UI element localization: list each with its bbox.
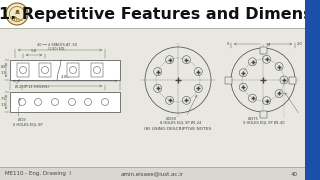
Text: 4.00: 4.00 [60,75,69,79]
Text: .50: .50 [31,48,37,53]
Bar [91,63,103,77]
Text: 2.0: 2.0 [297,42,303,46]
Bar [0,0,305,28]
Bar [67,63,79,77]
Bar [260,111,267,118]
Bar [0,167,305,180]
Text: (1.50) EQL: (1.50) EQL [48,46,66,51]
Text: .19: .19 [0,71,6,75]
Text: Ø: Ø [267,43,270,47]
Text: 40 ── 4 SPACES AT .50: 40 ── 4 SPACES AT .50 [37,44,77,48]
Text: Ø.375: Ø.375 [248,117,259,121]
Text: 9 HOLES EQL SP Ø1.40: 9 HOLES EQL SP Ø1.40 [243,121,284,125]
Text: 8 HOLES EQL SP Ø1.24: 8 HOLES EQL SP Ø1.24 [160,121,201,125]
Text: Ø.290  11 HOLE(S): Ø.290 11 HOLE(S) [15,85,49,89]
Text: .88: .88 [0,65,6,69]
Text: amin.eisaee@iust.ac.ir: amin.eisaee@iust.ac.ir [121,172,183,177]
Circle shape [6,3,28,25]
Text: 6 HOLES EQL SP: 6 HOLES EQL SP [13,122,43,126]
Bar [17,63,29,77]
Bar [225,76,232,84]
Bar [305,0,320,180]
Bar [10,92,120,112]
Text: 40: 40 [291,172,298,177]
Bar [0,28,305,167]
Text: Ø.19: Ø.19 [18,118,27,122]
Text: (B) USING DESCRIPTIVE NOTES: (B) USING DESCRIPTIVE NOTES [144,127,212,131]
Text: S: S [227,42,229,46]
Text: 1. Repetitive Features and Dimensions: 1. Repetitive Features and Dimensions [0,6,320,21]
Text: .19: .19 [0,103,6,107]
Text: .75: .75 [0,97,6,101]
Bar [39,63,51,77]
Bar [289,76,296,84]
Text: Ø.290: Ø.290 [166,117,177,121]
Bar [260,47,267,54]
Text: ME110 - Eng. Drawing  I: ME110 - Eng. Drawing I [5,172,71,177]
Bar [10,60,120,80]
